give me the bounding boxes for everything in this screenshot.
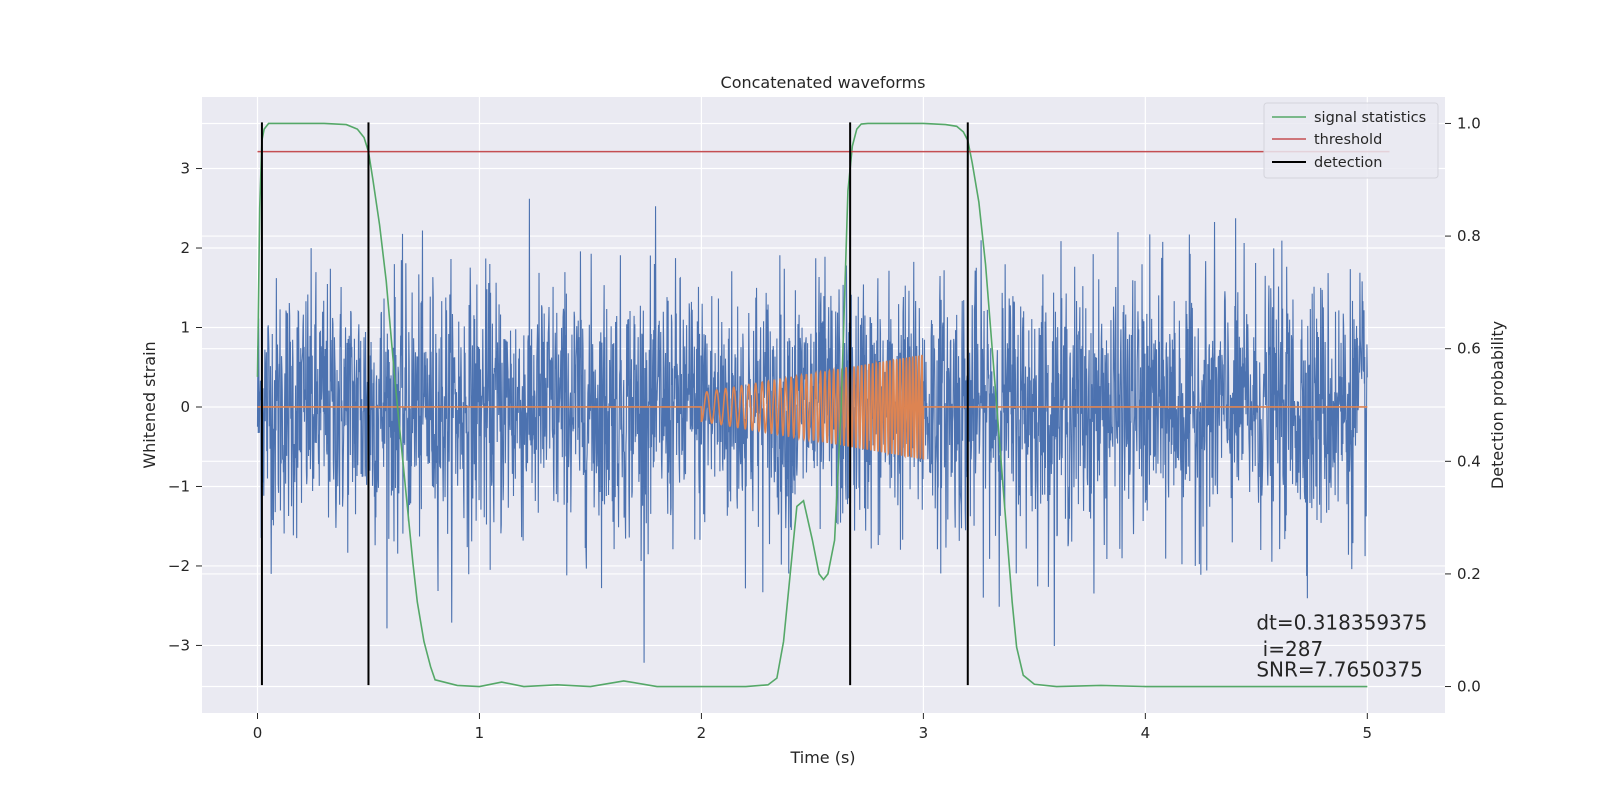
y-tick-label-1: −2 <box>168 557 190 575</box>
annotation-0: dt=0.318359375 <box>1256 611 1427 635</box>
x-tick-label-4: 4 <box>1141 724 1151 742</box>
signal-statistics-line <box>256 122 1368 688</box>
legend-label-detection: detection <box>1314 155 1382 171</box>
x-tick-label-0: 0 <box>253 724 263 742</box>
legend: signal statistics threshold detection <box>1263 102 1439 179</box>
x-tick-label-5: 5 <box>1363 724 1373 742</box>
legend-label-signal-statistics: signal statistics <box>1314 110 1426 126</box>
annotation-1: i=287 <box>1256 637 1323 661</box>
axes: 0 1 2 3 4 5 −3 −2 −1 0 1 2 3 0.0 0.2 0.4 0.6 0.8 1.0 <box>168 114 1481 742</box>
y2-tick-label-2: 0.4 <box>1457 452 1481 470</box>
x-tick-label-3: 3 <box>919 724 929 742</box>
y2-tick-label-4: 0.8 <box>1457 227 1481 245</box>
legend-box <box>1263 102 1439 179</box>
y-tick-label-2: −1 <box>168 477 190 495</box>
y-tick-label-5: 2 <box>180 239 190 257</box>
y-tick-label-4: 1 <box>180 319 190 337</box>
annotation-2: SNR=7.7650375 <box>1256 657 1422 681</box>
y2-axis-label: Detection probability <box>1488 321 1507 489</box>
y2-tick-label-5: 1.0 <box>1457 114 1481 132</box>
x-tick-label-2: 2 <box>697 724 707 742</box>
y2-tick-label-3: 0.6 <box>1457 340 1481 358</box>
x-axis-label: Time (s) <box>789 748 855 767</box>
template-series-line <box>257 354 1368 460</box>
plot-area <box>256 122 1390 688</box>
y-tick-label-0: −3 <box>168 636 190 654</box>
y-tick-label-3: 0 <box>180 398 190 416</box>
x-tick-label-1: 1 <box>475 724 485 742</box>
y2-tick-label-0: 0.0 <box>1457 678 1481 696</box>
legend-label-threshold: threshold <box>1314 132 1382 148</box>
y-tick-label-6: 3 <box>180 160 190 178</box>
chart-title: Concatenated waveforms <box>721 73 926 92</box>
y-axis-label: Whitened strain <box>140 341 159 468</box>
y2-tick-label-1: 0.2 <box>1457 565 1481 583</box>
